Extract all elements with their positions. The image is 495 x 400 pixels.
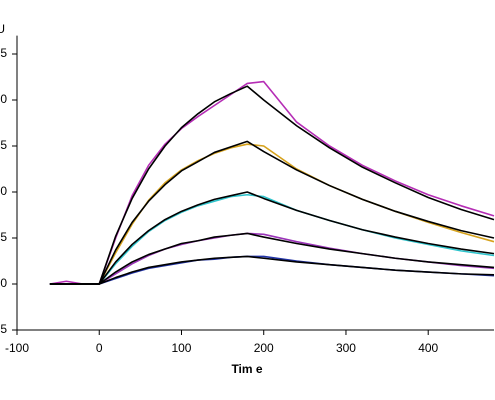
curve — [49, 232, 495, 285]
y-axis-title: RU — [0, 22, 5, 36]
y-tick-label: 10 — [0, 184, 7, 198]
y-tick-label: 0 — [0, 276, 7, 290]
curve — [49, 191, 495, 285]
x-tick-label: 400 — [418, 341, 438, 355]
x-tick-label: 0 — [96, 341, 103, 355]
y-tick-label: 25 — [0, 46, 7, 60]
x-tick-label: -100 — [5, 341, 29, 355]
x-axis-title: Tim e — [231, 362, 262, 376]
curve — [49, 140, 495, 285]
y-tick-label: 20 — [0, 92, 7, 106]
x-tick-label: 300 — [336, 341, 356, 355]
y-tick-label: 5 — [0, 230, 7, 244]
y-tick-label: 15 — [0, 138, 7, 152]
y-tick-label: -5 — [0, 322, 7, 336]
curve — [49, 80, 495, 285]
curve — [49, 85, 495, 285]
x-tick-label: 200 — [254, 341, 274, 355]
curve — [49, 255, 495, 285]
x-tick-label: 100 — [171, 341, 191, 355]
